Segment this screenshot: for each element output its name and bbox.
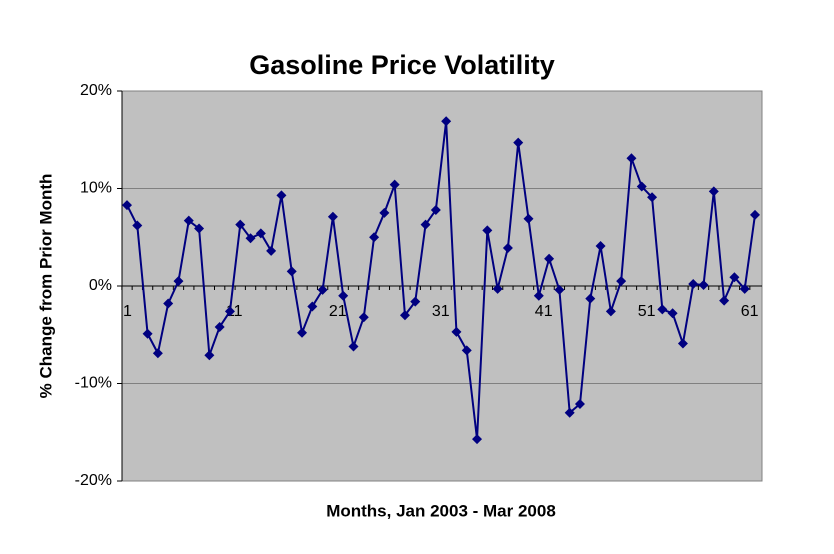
marker [142, 328, 153, 339]
marker [595, 241, 606, 252]
marker [616, 276, 627, 287]
marker [647, 192, 658, 203]
x-tick-label: 31 [432, 303, 450, 320]
marker [224, 306, 235, 317]
marker [574, 398, 585, 409]
marker [626, 153, 637, 164]
marker [677, 338, 688, 349]
marker [739, 283, 750, 294]
marker [461, 345, 472, 356]
marker [266, 245, 277, 256]
marker [327, 211, 338, 222]
marker [163, 298, 174, 309]
marker [245, 233, 256, 244]
y-tick-label: 20% [80, 82, 112, 99]
marker [585, 293, 596, 304]
marker [420, 219, 431, 230]
marker [564, 407, 575, 418]
marker [729, 272, 740, 283]
marker [297, 327, 308, 338]
marker [605, 306, 616, 317]
marker [399, 310, 410, 321]
marker [173, 276, 184, 287]
marker [348, 341, 359, 352]
marker [358, 312, 369, 323]
marker [122, 200, 132, 211]
marker [369, 232, 380, 243]
marker [719, 295, 730, 306]
marker [441, 116, 452, 127]
marker [132, 220, 143, 231]
marker [533, 290, 544, 301]
marker [286, 266, 297, 277]
marker [307, 301, 318, 312]
marker [657, 304, 668, 315]
marker [750, 209, 760, 220]
marker [276, 190, 287, 201]
marker [688, 279, 699, 290]
x-tick-label: 21 [329, 303, 347, 320]
marker [183, 215, 194, 226]
marker [513, 137, 524, 148]
marker [708, 186, 719, 197]
marker [255, 228, 266, 239]
x-tick-label: 1 [123, 303, 132, 320]
y-tick-label: 0% [89, 277, 112, 294]
marker [667, 308, 678, 319]
marker [152, 348, 163, 359]
marker [472, 434, 483, 445]
x-tick-label: 41 [535, 303, 553, 320]
marker [502, 242, 513, 253]
x-axis-title: Months, Jan 2003 - Mar 2008 [326, 501, 556, 520]
marker [430, 204, 441, 215]
marker [204, 350, 215, 361]
marker [544, 253, 555, 264]
chart-title: Gasoline Price Volatility [249, 50, 555, 80]
marker [389, 179, 400, 190]
marker [636, 181, 647, 192]
marker [698, 280, 709, 291]
y-tick-label: -10% [75, 375, 112, 392]
marker [317, 284, 328, 295]
marker [554, 284, 565, 295]
marker [338, 290, 349, 301]
y-tick-label: -20% [75, 472, 112, 489]
marker [194, 223, 205, 234]
marker [482, 225, 493, 236]
marker [379, 207, 390, 218]
x-tick-label: 51 [638, 303, 656, 320]
marker [235, 219, 246, 230]
marker [523, 213, 534, 224]
marker [214, 321, 225, 332]
marker [451, 326, 462, 337]
x-tick-label: 61 [741, 303, 759, 320]
y-axis-title: % Change from Prior Month [36, 174, 55, 399]
marker [410, 296, 421, 307]
y-tick-label: 10% [80, 180, 112, 197]
marker [492, 283, 503, 294]
